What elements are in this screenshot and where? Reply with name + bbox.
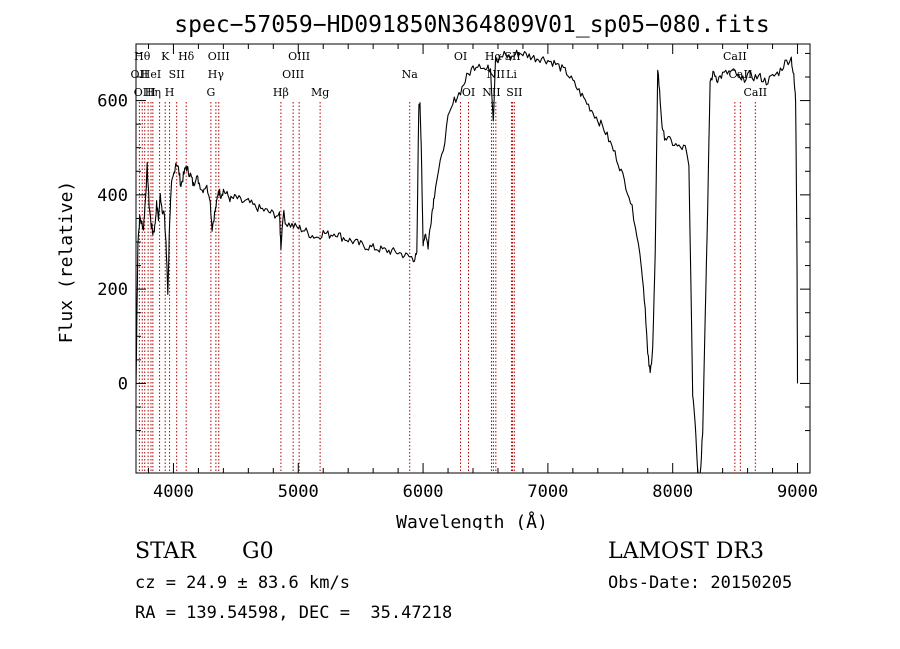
line-label: OII (131, 68, 149, 81)
x-tick-label: 4000 (153, 482, 194, 502)
line-label: H (165, 86, 175, 99)
y-tick-label: 400 (97, 186, 128, 206)
line-label: Hθ (134, 50, 151, 63)
line-label: Hβ (273, 86, 289, 99)
line-label: OIII (134, 86, 156, 99)
x-tick-label: 7000 (527, 482, 568, 502)
line-markers (138, 102, 756, 473)
line-label: SII (169, 68, 185, 81)
line-label: OIII (282, 68, 304, 81)
line-label: G (206, 86, 215, 99)
line-label: CaII (743, 86, 767, 99)
line-labels: OII Hθ OIII HeI Hη K H SII Hδ G Hγ OIII Hβ OIII OIII Mg… (131, 50, 768, 99)
spectrum-chart: spec−57059−HD091850N364809V01_sp05−080.f… (56, 12, 818, 530)
line-label: K (161, 50, 170, 63)
y-tick-label: 200 (97, 280, 128, 300)
x-axis-label: Wavelength (Å) (396, 511, 548, 530)
spectrum-line (135, 49, 799, 474)
redshift-text: cz = 24.9 ± 83.6 km/s (135, 573, 350, 593)
x-tick-label: 8000 (652, 482, 693, 502)
survey-label: LAMOST DR3 (608, 539, 764, 564)
subclass-label: G0 (242, 539, 274, 564)
line-label: OIII (288, 50, 310, 63)
axes: 4000 5000 6000 7000 8000 9000 0 200 400 600 (97, 44, 818, 502)
line-label: Hδ (178, 50, 195, 63)
line-label: Li (506, 68, 517, 81)
x-tick-label: 6000 (403, 482, 444, 502)
y-tick-label: 600 (97, 92, 128, 112)
line-label: Mg (311, 86, 329, 99)
line-label: SII (506, 86, 522, 99)
x-tick-label: 5000 (278, 482, 319, 502)
line-label: Hγ (208, 68, 225, 81)
class-label: STAR (135, 539, 196, 564)
line-label: OIII (208, 50, 230, 63)
y-axis-label: Flux (relative) (56, 181, 77, 344)
line-label: HeI (141, 68, 161, 81)
y-tick-label: 0 (118, 374, 128, 394)
ra-dec-text: RA = 139.54598, DEC = 35.47218 (135, 603, 453, 623)
line-label: CaII (723, 50, 747, 63)
plot-frame (135, 43, 811, 474)
chart-title: spec−57059−HD091850N364809V01_sp05−080.f… (174, 12, 769, 38)
line-label: Hα (485, 50, 503, 63)
line-label: OI (462, 86, 475, 99)
x-tick-label: 9000 (777, 482, 818, 502)
line-label: Hη (145, 86, 161, 99)
obs-date-text: Obs-Date: 20150205 (608, 573, 793, 593)
line-label: OI (454, 50, 467, 63)
line-label: Na (402, 68, 419, 81)
